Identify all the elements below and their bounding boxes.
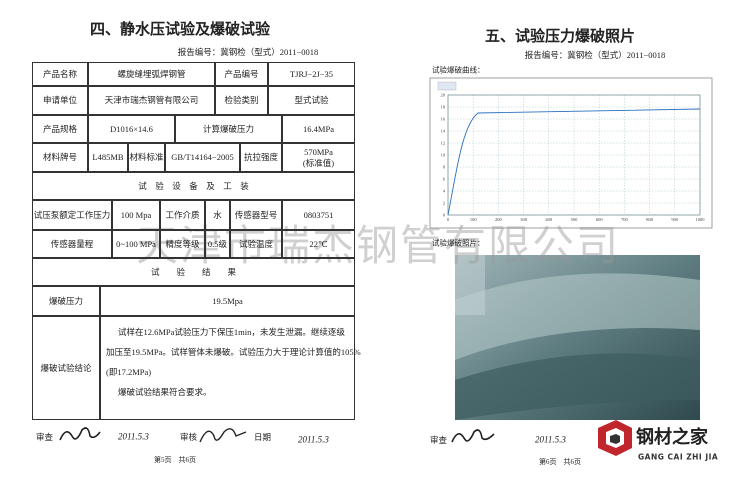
table-cell: 爆破压力 [32,286,100,316]
page-title: 五、试验压力爆破照片 [484,29,636,45]
photo-window [455,255,485,315]
y-tick-label: 12 [441,141,446,146]
logo-mark [610,434,620,444]
table-cell: 精度等级 [160,230,205,258]
table-cell: GB/T14164−2005 [165,143,240,172]
table-cell: 试 验 结 果 [32,258,355,286]
conclusion-line: (即17.2MPa) [106,366,152,377]
table-cell: 螺旋缝埋弧焊钢管 [88,62,215,86]
logo-name: 钢材之家 [636,427,708,449]
table-cell: L485MB [88,143,128,172]
conclusion-line: 试样在12.6MPa试验压力下保压1min，未发生泄漏。继续逐级 [118,326,345,337]
sign-label: 审核 [180,431,198,442]
page-title: 四、静水压试验及爆破试验 [89,22,271,38]
page-number: 第5页 共6页 [154,455,196,464]
signature [451,429,495,443]
table-cell [100,316,355,420]
table-cell: 22℃ [282,230,355,258]
table-cell: 16.4MPa [282,115,355,143]
table-cell: 型式试验 [268,86,355,115]
table-cell: 19.5Mpa [100,286,355,316]
sign-date: 2011.5.3 [535,434,566,445]
table-cell: D1016×14.6 [88,115,175,143]
table-cell: 检验类别 [215,86,268,115]
table-cell: 计算爆破压力 [175,115,282,143]
conclusion-line: 加压至19.5MPa。试样管体未爆破。试验压力大于理论计算值的105% [106,346,361,357]
x-tick-label: 1000 [696,217,706,222]
x-tick-label: 300 [520,217,528,222]
table-cell: 抗拉强度 [240,143,282,172]
y-tick-label: 0 [443,213,446,218]
table-cell: 0.5级 [205,230,230,258]
conclusion-line: 爆破试验结果符合要求。 [118,386,212,397]
table-cell: 产品名称 [32,62,88,86]
table-cell: 天津市瑞杰钢管有限公司 [88,86,215,115]
table-cell: 申请单位 [32,86,88,115]
y-tick-label: 8 [443,165,446,170]
table-cell: 0803751 [282,200,355,230]
table-cell: 试验温度 [230,230,282,258]
photo-pipe [455,353,700,420]
x-tick-label: 800 [646,217,654,222]
table-cell: 570MPa (标准值) [282,143,355,172]
table-cell: 爆破试验结论 [32,316,100,420]
x-tick-label: 0 [447,217,450,222]
table-cell: 试压泵额定工作压力 [32,200,112,230]
table-cell: TJRJ−2J−35 [268,62,355,86]
sign-date: 2011.5.3 [118,431,149,442]
y-tick-label: 4 [443,189,446,194]
sign-label: 审查 [430,434,448,445]
table-cell: 材料牌号 [32,143,88,172]
y-tick-label: 18 [441,105,446,110]
logo-pinyin: GANG CAI ZHI JIA [638,452,719,462]
table-cell: 水 [205,200,230,230]
y-tick-label: 2 [443,201,445,206]
table-cell: 100 Mpa [112,200,160,230]
section-label: 试验爆破曲线： [432,65,485,75]
table-cell: 传感器型号 [230,200,282,230]
table-cell: 产品编号 [215,62,268,86]
sign-label: 日期 [254,431,272,442]
x-tick-label: 400 [545,217,553,222]
curve-frame [429,77,713,229]
table-cell: 材料标准 [128,143,165,172]
table-cell: 传感器量程 [32,230,112,258]
x-tick-label: 700 [621,217,629,222]
x-tick-label: 900 [671,217,679,222]
section-label: 试验爆破照片： [432,238,485,248]
curve-legend [437,81,457,91]
table-cell: 试 验 设 备 及 工 装 [32,172,355,200]
y-tick-label: 20 [441,93,446,98]
table-cell: 产品规格 [32,115,88,143]
x-tick-label: 100 [470,217,478,222]
x-tick-label: 600 [596,217,604,222]
page-number: 第6页 共6页 [539,457,581,466]
signature [59,427,101,441]
pressure-curve [447,108,701,216]
sign-date: 2011.5.3 [298,434,329,445]
report-number: 报告编号：冀钢检（型式）2011−0018 [177,46,319,57]
watermark: 天津市瑞杰钢管有限公司 [135,220,621,270]
plot-area [447,94,701,216]
y-tick-label: 16 [441,117,446,122]
report-number: 报告编号：冀钢检（型式）2011−0018 [524,49,666,60]
y-tick-label: 6 [443,177,446,182]
y-tick-label: 10 [441,153,446,158]
y-tick-label: 14 [441,129,446,134]
table-cell: 工作介质 [160,200,205,230]
signature [199,428,247,443]
photo-pipe [455,273,700,360]
table-cell: 0~100 MPa [112,230,160,258]
x-tick-label: 500 [571,217,579,222]
sign-label: 审查 [36,431,54,442]
x-tick-label: 200 [495,217,503,222]
